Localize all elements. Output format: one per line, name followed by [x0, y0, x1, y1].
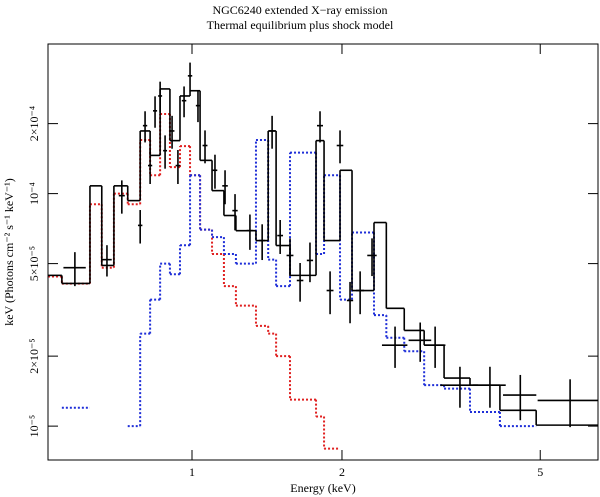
- data-point: [503, 374, 537, 421]
- data-point: [118, 180, 125, 214]
- data-point: [537, 379, 598, 428]
- data-point: [212, 154, 218, 189]
- data-point: [63, 252, 86, 287]
- data-point: [222, 170, 228, 205]
- axes-frame: [47, 43, 599, 461]
- data-point: [381, 326, 408, 368]
- data-point: [306, 242, 314, 283]
- data-point: [232, 194, 238, 231]
- y-tick-label: 2×10⁻⁴: [27, 106, 41, 141]
- data-point: [187, 62, 193, 92]
- data-point: [440, 366, 478, 408]
- x-tick-label: 2: [339, 465, 345, 479]
- data-point: [356, 271, 365, 315]
- data-point: [152, 96, 158, 128]
- x-axis-label: Energy (keV): [290, 481, 355, 495]
- data-point: [296, 263, 304, 302]
- data-point: [286, 238, 294, 277]
- y-axis-label: keV (Photons cm⁻² s⁻¹ keV⁻¹): [2, 178, 16, 326]
- x-tick-label: 5: [537, 465, 543, 479]
- x-tick-label: 1: [189, 465, 195, 479]
- plot-area: [48, 62, 598, 450]
- chart-subtitle: Thermal equilibrium plus shock model: [207, 18, 394, 32]
- data-point: [195, 91, 201, 123]
- data-point: [277, 220, 284, 254]
- data-point: [317, 111, 323, 143]
- chart-title: NGC6240 extended X−ray emission: [212, 3, 387, 17]
- data-point: [346, 281, 354, 324]
- data-point: [137, 210, 143, 244]
- data-point: [202, 130, 208, 164]
- data-point: [408, 322, 432, 362]
- data-point: [158, 81, 163, 113]
- data-point: [181, 86, 187, 118]
- data-point: [259, 224, 266, 261]
- data-point: [246, 214, 254, 250]
- data-point: [148, 150, 153, 184]
- y-tick-label: 10⁻⁵: [27, 415, 41, 438]
- data-point: [163, 135, 168, 169]
- y-tick-label: 10⁻⁴: [27, 182, 41, 205]
- data-point: [142, 111, 148, 143]
- data-point: [169, 115, 175, 149]
- data-point: [336, 130, 344, 164]
- data-point: [269, 115, 276, 149]
- data-point: [175, 150, 181, 184]
- y-tick-label: 2×10⁻⁵: [27, 338, 41, 373]
- data-point: [472, 366, 506, 408]
- data-point: [367, 238, 377, 277]
- y-tick-label: 5×10⁻⁵: [27, 246, 41, 281]
- data-point: [326, 271, 334, 315]
- data-point: [424, 326, 446, 368]
- data-point: [102, 245, 112, 277]
